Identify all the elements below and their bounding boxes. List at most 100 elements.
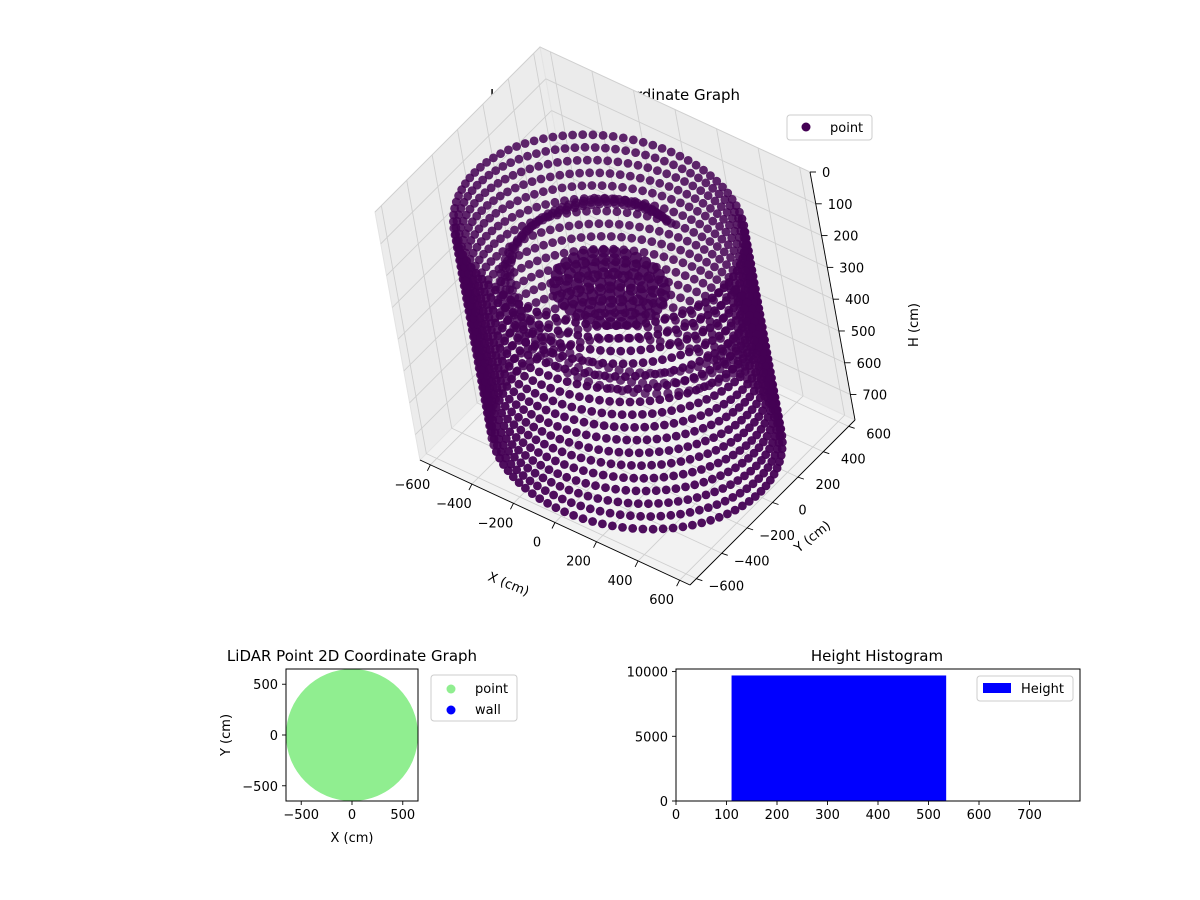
point bbox=[562, 425, 572, 434]
point bbox=[507, 374, 516, 384]
point bbox=[502, 382, 512, 391]
z-tick-label: 400 bbox=[845, 293, 870, 308]
chart-2d-legend-point-label: point bbox=[475, 682, 508, 697]
point bbox=[487, 226, 497, 236]
point bbox=[732, 390, 742, 400]
point bbox=[485, 345, 495, 354]
point bbox=[616, 460, 626, 470]
point bbox=[723, 509, 732, 519]
point bbox=[565, 341, 575, 351]
point bbox=[534, 161, 544, 171]
point bbox=[721, 369, 731, 379]
point bbox=[603, 333, 613, 343]
point bbox=[608, 246, 621, 259]
point bbox=[542, 452, 552, 462]
point bbox=[604, 219, 614, 229]
point bbox=[544, 465, 554, 474]
point bbox=[707, 378, 717, 388]
point bbox=[674, 444, 683, 454]
point bbox=[572, 156, 582, 165]
point bbox=[497, 323, 507, 333]
point bbox=[686, 168, 695, 178]
point bbox=[717, 267, 727, 277]
point bbox=[611, 484, 620, 494]
point bbox=[686, 306, 695, 315]
point bbox=[480, 188, 490, 198]
point bbox=[654, 447, 664, 457]
point bbox=[676, 350, 685, 360]
point bbox=[515, 209, 525, 218]
grid-back-x bbox=[757, 147, 804, 397]
point bbox=[726, 253, 735, 262]
point bbox=[671, 325, 681, 334]
point bbox=[616, 346, 626, 356]
point bbox=[741, 234, 750, 244]
point bbox=[716, 429, 726, 439]
point bbox=[525, 476, 535, 486]
point bbox=[627, 233, 637, 243]
point bbox=[531, 298, 541, 307]
point bbox=[673, 233, 683, 242]
point bbox=[599, 421, 609, 430]
point bbox=[507, 341, 517, 351]
point bbox=[655, 342, 665, 352]
point bbox=[578, 130, 588, 140]
point bbox=[586, 200, 596, 210]
point bbox=[606, 346, 615, 356]
point bbox=[737, 214, 747, 224]
point bbox=[532, 307, 542, 317]
point bbox=[500, 336, 509, 346]
point bbox=[610, 372, 620, 381]
point bbox=[555, 387, 565, 396]
point bbox=[498, 290, 508, 300]
point bbox=[529, 422, 539, 432]
point bbox=[535, 269, 544, 279]
point bbox=[649, 473, 659, 483]
point bbox=[601, 321, 611, 330]
point bbox=[516, 167, 526, 177]
chart-2d-ylabel: Y (cm) bbox=[219, 714, 234, 757]
point bbox=[583, 332, 593, 341]
point bbox=[535, 494, 545, 503]
point bbox=[548, 185, 557, 195]
point bbox=[557, 494, 567, 504]
point bbox=[633, 202, 644, 212]
point bbox=[658, 355, 667, 365]
point bbox=[592, 383, 602, 392]
point bbox=[512, 465, 522, 475]
point bbox=[688, 181, 698, 191]
point bbox=[646, 512, 656, 521]
point bbox=[685, 508, 695, 517]
point bbox=[695, 505, 704, 515]
point bbox=[618, 523, 627, 532]
point bbox=[608, 132, 618, 141]
point bbox=[580, 368, 590, 378]
chart-2d: LiDAR Point 2D Coordinate Graph −500−500… bbox=[219, 647, 518, 846]
point bbox=[596, 346, 605, 355]
point bbox=[553, 374, 562, 384]
point bbox=[573, 330, 583, 340]
point bbox=[594, 219, 604, 229]
point bbox=[719, 247, 729, 257]
point bbox=[471, 288, 481, 298]
point bbox=[550, 304, 560, 314]
point bbox=[716, 301, 726, 311]
point bbox=[517, 263, 526, 273]
point bbox=[684, 347, 694, 357]
point bbox=[682, 236, 692, 246]
point bbox=[548, 238, 557, 248]
z-tick-label: 500 bbox=[851, 325, 876, 340]
point bbox=[691, 385, 701, 395]
point bbox=[608, 472, 618, 481]
point bbox=[533, 481, 542, 491]
point bbox=[742, 410, 752, 420]
point bbox=[727, 194, 737, 204]
point bbox=[569, 463, 579, 473]
point bbox=[518, 471, 528, 480]
point bbox=[682, 334, 692, 344]
point bbox=[491, 208, 501, 218]
point bbox=[523, 350, 533, 360]
point bbox=[713, 458, 723, 468]
point bbox=[696, 314, 705, 324]
point bbox=[503, 414, 512, 424]
